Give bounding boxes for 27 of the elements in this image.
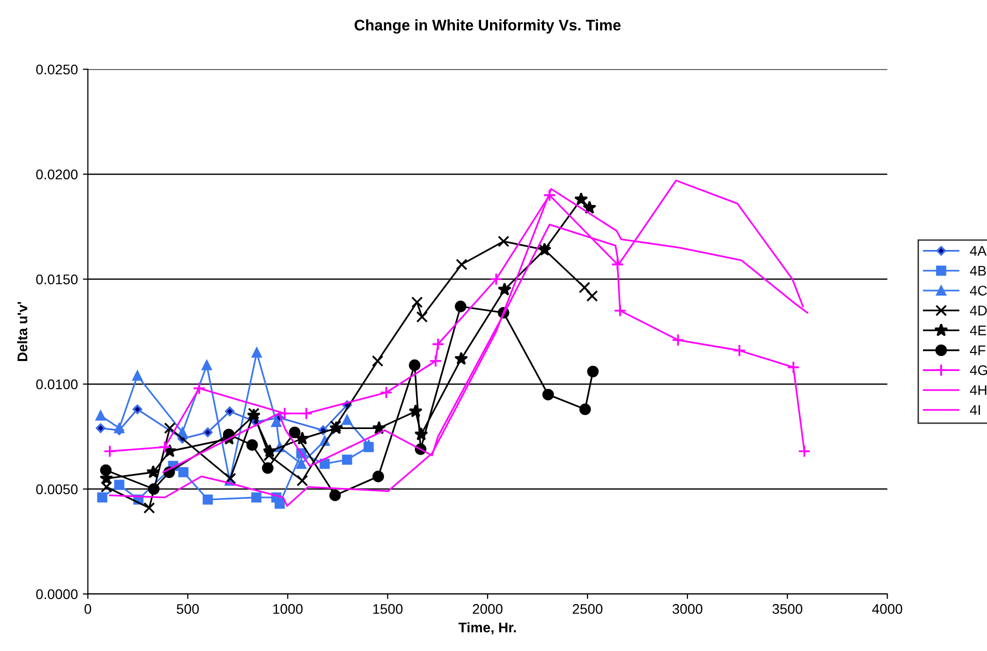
y-tick-label: 0.0100 — [36, 379, 78, 390]
legend-label: 4A — [970, 246, 987, 256]
x-axis-title: Time, Hr. — [458, 622, 516, 634]
x-tick-label: 2500 — [572, 604, 602, 614]
chart-title: Change in White Uniformity Vs. Time — [354, 19, 621, 34]
legend-label: 4B — [970, 266, 986, 276]
x-tick-label: 500 — [176, 604, 199, 614]
legend-label: 4D — [970, 306, 987, 316]
y-tick-label: 0.0050 — [36, 484, 78, 494]
y-tick-label: 0.0150 — [36, 274, 78, 284]
y-tick-label: 0.0000 — [36, 589, 78, 600]
y-axis-title: Delta u'v' — [17, 302, 28, 362]
x-tick-label: 1000 — [273, 604, 303, 614]
legend-label: 4I — [970, 405, 980, 415]
legend-label: 4F — [970, 346, 986, 356]
x-tick-label: 4000 — [872, 604, 902, 614]
y-tick-label: 0.0200 — [36, 170, 78, 180]
legend-label: 4E — [970, 326, 986, 336]
legend-label: 4G — [970, 365, 987, 376]
legend-label: 4C — [970, 286, 987, 296]
x-tick-label: 3000 — [672, 604, 702, 614]
x-tick-label: 2000 — [472, 604, 502, 614]
x-tick-label: 0 — [84, 604, 92, 614]
x-tick-label: 3500 — [772, 604, 802, 614]
x-tick-label: 1500 — [373, 604, 403, 614]
y-tick-label: 0.0250 — [36, 64, 78, 74]
legend-label: 4H — [970, 385, 986, 395]
